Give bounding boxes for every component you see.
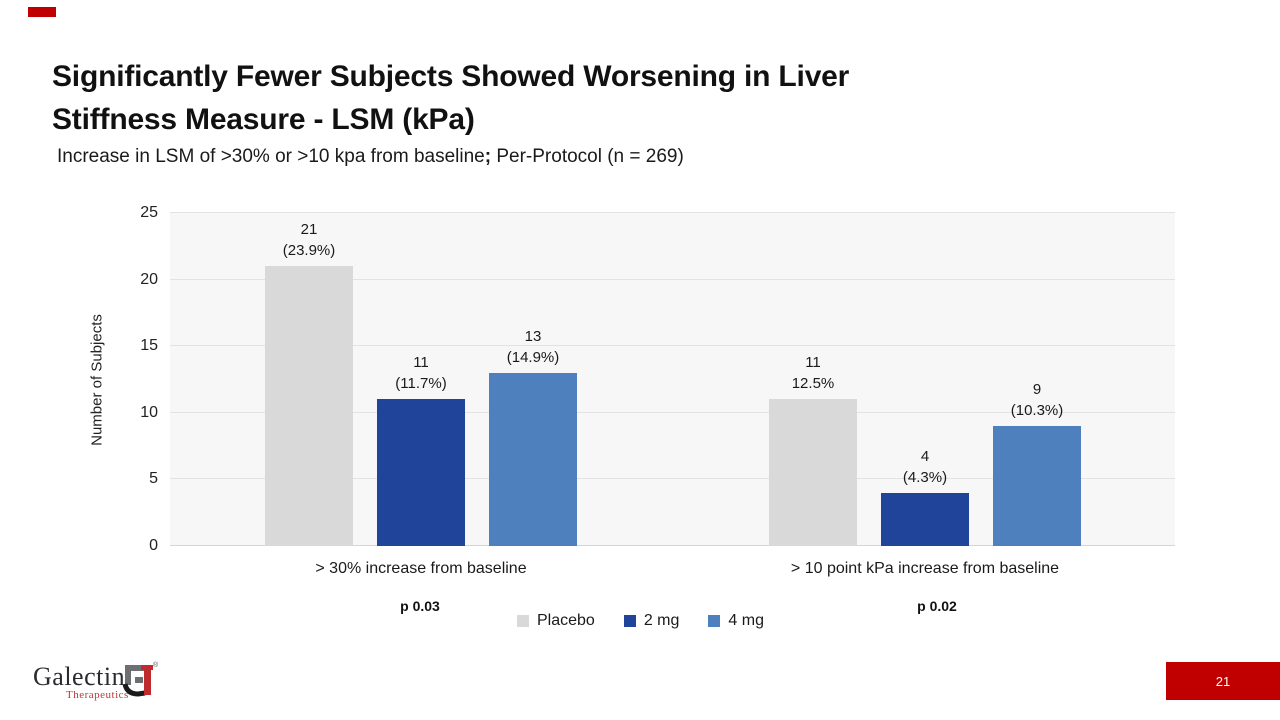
galectin-gt-logo-icon: ® <box>122 661 158 697</box>
gridline-20 <box>170 278 1175 280</box>
bar-Placebo-group1 <box>265 266 353 546</box>
legend-label-4mg: 4 mg <box>728 612 764 629</box>
legend-swatch-4mg <box>708 615 721 627</box>
p-value-left: p 0.03 <box>400 598 440 614</box>
y-tick-label-0: 0 <box>149 537 158 554</box>
legend-item-4mg: 4 mg <box>708 612 764 630</box>
y-tick-label-10: 10 <box>140 403 158 421</box>
subtitle-text: Increase in LSM of >30% or >10 kpa from … <box>57 146 485 167</box>
bar-Placebo-group2 <box>769 399 857 546</box>
page-number: 21 <box>1215 673 1231 689</box>
legend-label-2mg: 2 mg <box>643 612 680 629</box>
legend-swatch-2mg <box>623 615 636 627</box>
bar-chart-plot-area: 21 (23.9%) 11 12.5% 11 (11.7%) 4 (4.3%) 13 (14.9%… <box>170 212 1175 546</box>
bar-data-label: 9 (10.3%) <box>972 379 1102 421</box>
legend-item-placebo: Placebo <box>517 612 595 630</box>
bar-4mg-group2 <box>993 426 1081 546</box>
y-tick-label-20: 20 <box>140 270 158 288</box>
page-number-box: 21 <box>1166 662 1280 700</box>
p-value-right: p 0.02 <box>917 598 957 614</box>
bar-data-label: 11 (11.7%) <box>356 352 486 394</box>
slide-title-line2: Stiffness Measure - LSM (kPa) <box>52 103 475 136</box>
gridline-5 <box>170 478 1175 480</box>
top-left-accent-bar <box>28 7 56 17</box>
bar-4mg-group1 <box>489 372 577 546</box>
y-tick-label-25: 25 <box>140 204 158 221</box>
slide-title-line1: Significantly Fewer Subjects Showed Wors… <box>52 60 850 93</box>
category-label-10kpa: > 10 point kPa increase from baseline <box>790 560 1060 577</box>
chart-legend: Placebo 2 mg 4 mg <box>517 612 764 630</box>
y-axis-tick-labels: 0 5 10 15 20 25 <box>118 204 158 554</box>
gridline-25 <box>170 212 1175 213</box>
gridline-10 <box>170 411 1175 413</box>
legend-swatch-placebo <box>517 615 529 627</box>
bar-data-label-line: 4 <box>920 447 930 465</box>
subtitle-protocol-text: Per-Protocol (n = 269) <box>491 146 684 167</box>
slide-title: Significantly Fewer Subjects Showed Wors… <box>52 55 849 141</box>
gridline-15 <box>170 345 1175 347</box>
category-label-30pct: > 30% increase from baseline <box>315 560 527 577</box>
bar-2mg-group1 <box>377 399 465 546</box>
y-axis-title: Number of Subjects <box>88 314 106 446</box>
logo-therapeutics-text: Therapeutics <box>66 689 129 701</box>
bar-data-label-line: (14.9%) <box>506 348 560 366</box>
gridline-0 <box>170 545 1175 546</box>
bar-data-label: 21 (23.9%) <box>244 219 374 261</box>
bar-data-label-line: (23.9%) <box>282 242 336 260</box>
bar-data-label-line: 12.5% <box>791 375 835 393</box>
bar-data-label: 11 12.5% <box>748 352 878 394</box>
y-tick-label-5: 5 <box>149 470 158 488</box>
logo-company-name: Galectin <box>33 662 126 691</box>
bar-data-label-line: 9 <box>1032 381 1042 399</box>
bar-data-label-line: 11 <box>413 354 429 372</box>
legend-label-placebo: Placebo <box>537 612 595 629</box>
bar-data-label-line: 13 <box>524 327 542 345</box>
bar-data-label-line: (10.3%) <box>1010 402 1064 420</box>
bar-data-label: 13 (14.9%) <box>468 326 598 368</box>
bar-data-label-line: 11 <box>805 354 821 372</box>
slide-subtitle: Increase in LSM of >30% or >10 kpa from … <box>57 146 684 168</box>
registered-mark: ® <box>153 661 158 669</box>
legend-item-2mg: 2 mg <box>623 612 680 630</box>
bar-data-label-line: 21 <box>300 221 318 239</box>
bar-data-label-line: (4.3%) <box>902 468 948 486</box>
bar-2mg-group2 <box>881 492 969 546</box>
subtitle-semicolon: ; <box>484 146 492 167</box>
y-tick-label-15: 15 <box>140 337 158 355</box>
bar-data-label: 4 (4.3%) <box>860 446 990 488</box>
galectin-logo: Galectin Therapeutics ® <box>33 658 193 710</box>
bar-data-label-line: (11.7%) <box>395 375 447 393</box>
